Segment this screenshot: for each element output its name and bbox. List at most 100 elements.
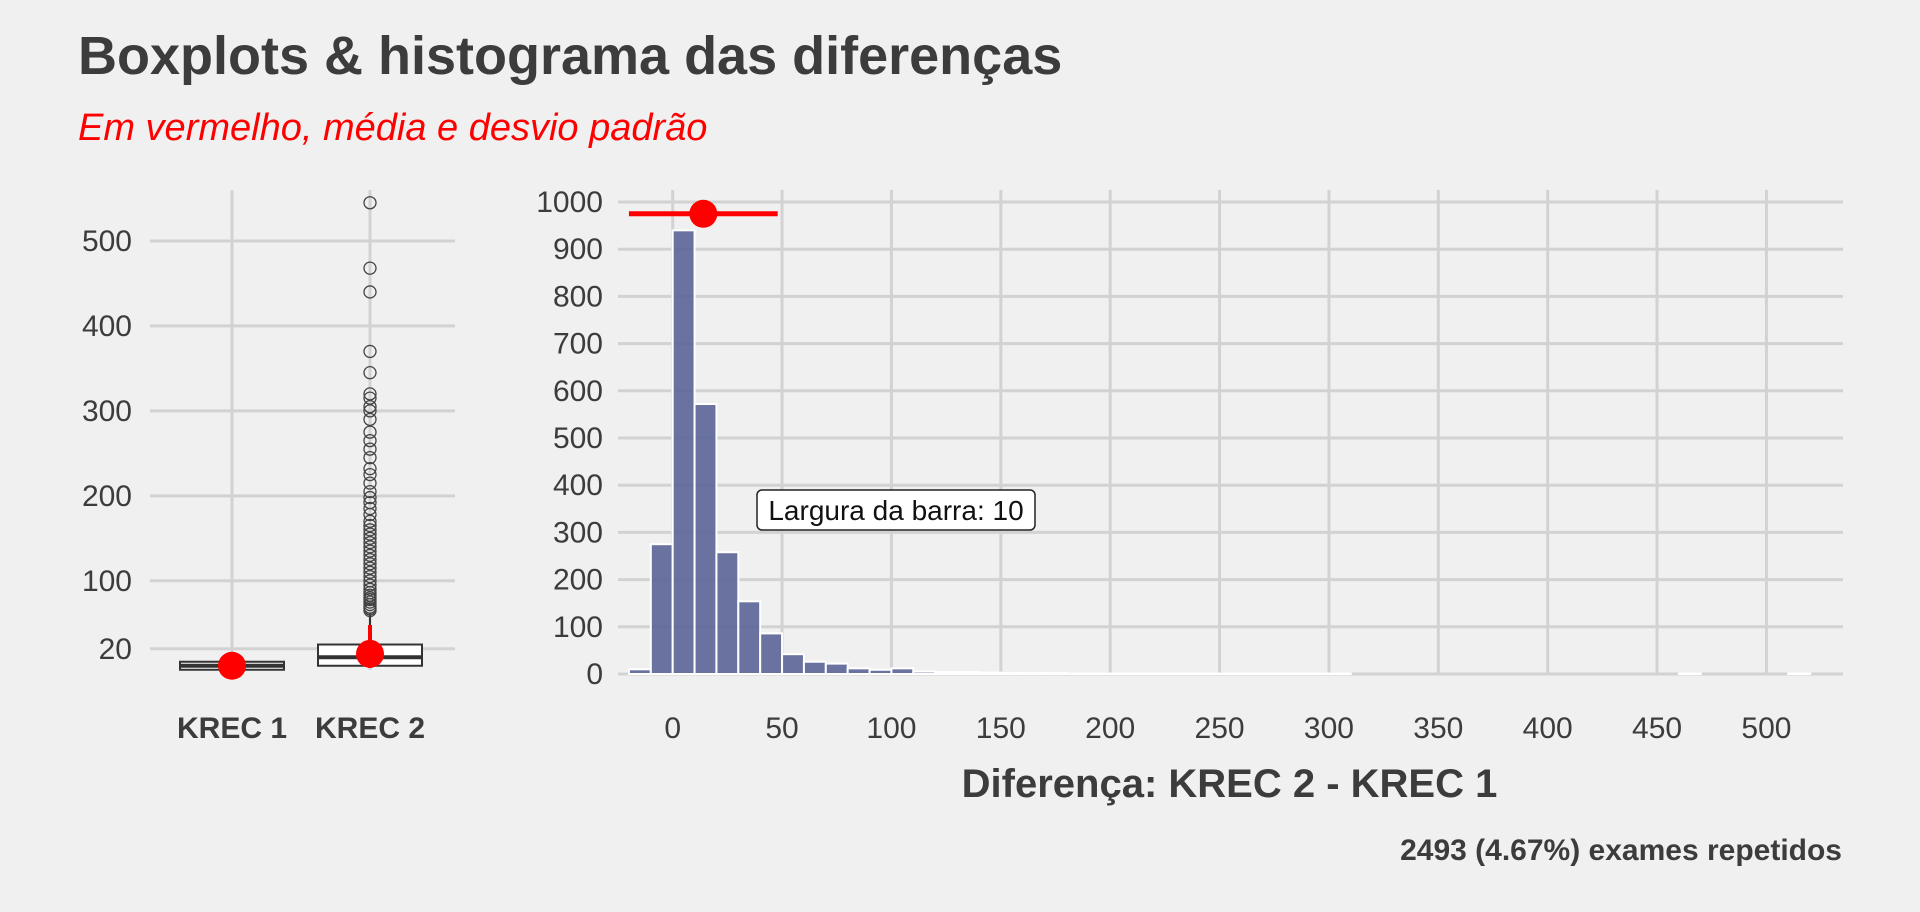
hist-bar [846, 667, 871, 675]
hist-y-tick-label: 900 [553, 233, 603, 266]
box-outlier-point [363, 484, 377, 499]
box-outlier-point [363, 527, 377, 541]
box-outlier-point [363, 442, 377, 456]
hist-x-tick-label: 250 [1195, 712, 1245, 745]
hist-bar [999, 672, 1024, 676]
hist-y-tick-label: 0 [586, 658, 603, 691]
box-outlier-point [363, 552, 377, 567]
box-outlier-point [363, 535, 377, 550]
box-x-tick-label: KREC 1 [177, 712, 287, 745]
hist-y-tick-label: 300 [553, 516, 603, 549]
hist-x-tick-label: 0 [664, 712, 681, 745]
box-outlier-point [363, 399, 377, 414]
hist-y-tick-label: 500 [553, 422, 603, 455]
hist-bar [781, 653, 805, 676]
box-y-tick-label: 20 [99, 633, 132, 666]
hist-x-tick-label: 500 [1741, 712, 1791, 745]
hist-bar [802, 660, 827, 676]
box-outlier-point [363, 404, 377, 418]
hist-bar [671, 229, 696, 675]
hist-bar [1021, 672, 1046, 676]
box-outlier-point [363, 476, 377, 490]
box-outlier-point [363, 490, 377, 505]
chart-subtitle: Em vermelho, média e desvio padrão [78, 107, 708, 149]
hist-bar [627, 668, 652, 676]
box-outlier-point [363, 196, 377, 210]
box-outlier-point [363, 425, 377, 439]
box-outlier-point [363, 531, 377, 545]
boxplot-panel: 20 100 200 300 400 500 KREC 1 KREC 2 [82, 190, 455, 745]
box-outlier-point [363, 433, 377, 448]
hist-x-tick-label: 150 [976, 712, 1026, 745]
hist-y-tick-label: 100 [553, 611, 603, 644]
hist-y-tick-label: 800 [553, 280, 603, 313]
box-y-tick-label: 100 [82, 565, 132, 598]
box-outlier-point [363, 557, 377, 571]
hist-y-tick-label: 200 [553, 564, 603, 597]
hist-bar [715, 551, 740, 675]
annotation-label: Largura da barra: 10 [768, 495, 1023, 526]
box-outlier-point [363, 391, 377, 405]
box-y-tick-label: 200 [82, 480, 132, 513]
annotation-box [756, 489, 1036, 531]
chart-title: Boxplots & histograma das diferenças [78, 26, 1063, 86]
hist-bar [737, 600, 762, 676]
hist-y-tick-label: 700 [553, 328, 603, 361]
hist-bar [868, 668, 893, 676]
box-outlier-point [363, 412, 377, 427]
mean-point-0 [218, 651, 246, 680]
hist-bar [759, 632, 784, 676]
box-outlier-point [363, 462, 377, 476]
hist-x-tick-label: 350 [1413, 712, 1463, 745]
hist-x-tick-label: 100 [866, 712, 916, 745]
hist-y-tick-label: 1000 [536, 186, 603, 219]
hist-bar [649, 543, 674, 676]
hist-bar [824, 662, 849, 676]
hist-bar [693, 403, 718, 675]
box-outlier-point [363, 574, 377, 588]
hist-bar [890, 667, 915, 675]
box-outlier-point [363, 561, 377, 575]
hist-x-tick-label: 50 [765, 712, 798, 745]
hist-y-tick-label: 400 [553, 469, 603, 502]
x-axis-label: Diferença: KREC 2 - KREC 1 [962, 762, 1498, 806]
box-outlier-point [363, 344, 377, 359]
box-y-tick-label: 300 [82, 395, 132, 428]
box-outlier-point [363, 544, 377, 558]
hist-bar [934, 671, 959, 675]
box-outlier-point [363, 387, 377, 401]
box-outlier-point [363, 467, 377, 482]
box-outlier-point [363, 285, 377, 299]
hist-x-tick-label: 300 [1304, 712, 1354, 745]
box-outlier-point [363, 565, 377, 579]
hist-bar [1043, 672, 1068, 676]
mean-point-1 [356, 639, 384, 668]
hist-x-tick-label: 400 [1523, 712, 1573, 745]
hist-x-tick-label: 450 [1632, 712, 1682, 745]
box-outlier-point [363, 261, 377, 275]
box-outlier-point [363, 569, 377, 584]
box-outlier-point [363, 495, 377, 510]
box-outlier-point [363, 366, 377, 380]
box-outlier-point [363, 501, 377, 516]
box-outlier-point [363, 523, 377, 537]
box-outlier-point [363, 548, 377, 562]
hist-bar [977, 671, 1002, 675]
box-outlier-point [363, 578, 377, 592]
box-outlier-point [363, 450, 377, 465]
box-outlier-point [363, 582, 377, 596]
box-y-tick-label: 400 [82, 310, 132, 343]
box-outlier-point [363, 518, 377, 533]
hist-bar [912, 670, 937, 676]
box-y-tick-label: 500 [82, 225, 132, 258]
hist-mean-point [689, 199, 718, 228]
box-outlier-point [363, 514, 377, 528]
hist-y-tick-label: 600 [553, 375, 603, 408]
box-x-tick-label: KREC 2 [315, 712, 425, 745]
histogram-panel: 0 50 100 150 200 250 300 350 400 450 500 0 100 200 300… [536, 186, 1843, 806]
hist-x-tick-label: 200 [1085, 712, 1135, 745]
box-outlier-point [363, 540, 377, 554]
hist-bar [956, 671, 980, 675]
chart-caption: 2493 (4.67%) exames repetidos [1400, 834, 1842, 867]
